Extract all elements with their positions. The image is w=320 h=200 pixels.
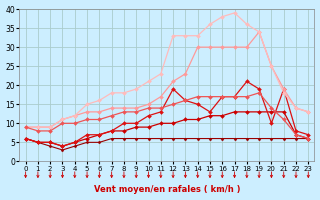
X-axis label: Vent moyen/en rafales ( km/h ): Vent moyen/en rafales ( km/h ) — [94, 185, 240, 194]
